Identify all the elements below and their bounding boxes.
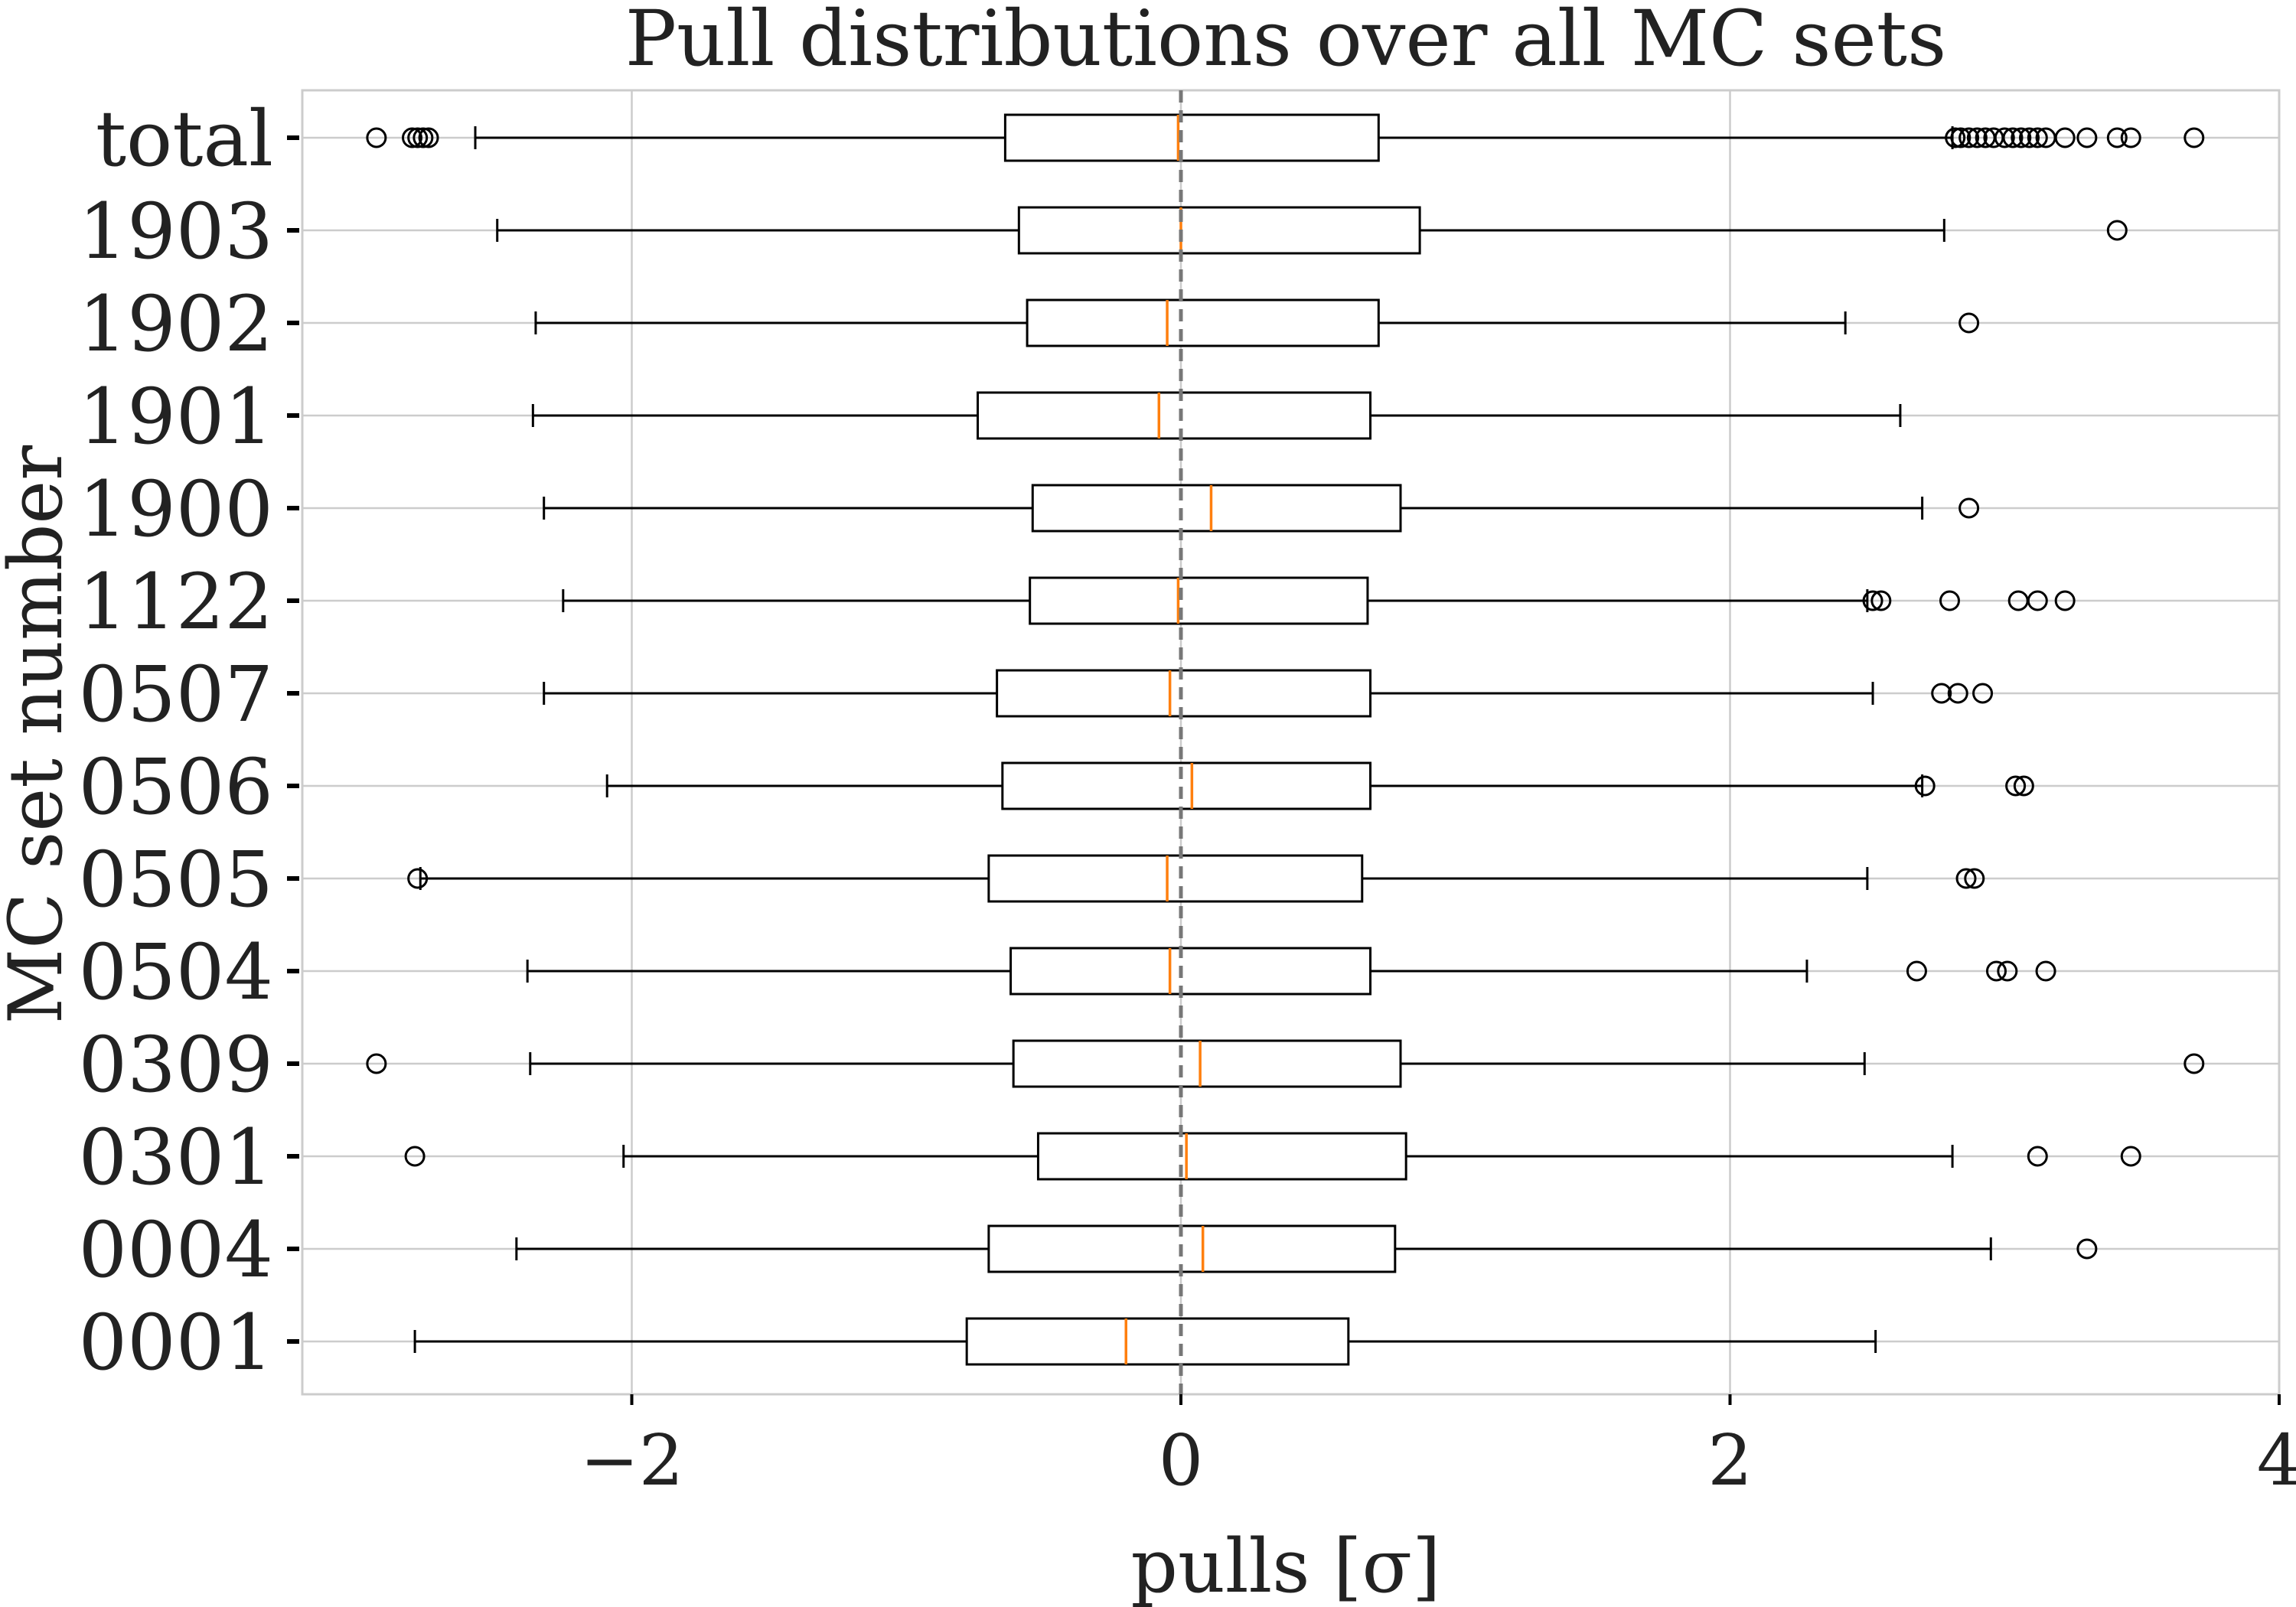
outlier-point bbox=[2027, 127, 2048, 148]
outlier-point bbox=[1958, 312, 1980, 334]
x-tick-label: 0 bbox=[1159, 1420, 1204, 1501]
outlier-point bbox=[366, 127, 387, 148]
plot-frame bbox=[301, 89, 2281, 1396]
box bbox=[1029, 576, 1369, 625]
outlier-point bbox=[2183, 127, 2205, 148]
outlier-point bbox=[2106, 127, 2128, 148]
outlier-point bbox=[1964, 868, 1985, 889]
y-tick-label: total bbox=[96, 94, 273, 184]
box bbox=[1009, 947, 1372, 996]
y-tick-label: 1902 bbox=[79, 279, 274, 369]
outlier-point bbox=[1994, 127, 2015, 148]
box bbox=[987, 1224, 1397, 1273]
box bbox=[1001, 761, 1372, 810]
x-tick-label: −2 bbox=[580, 1420, 684, 1501]
box bbox=[1017, 206, 1421, 255]
outlier-point bbox=[1955, 868, 1977, 889]
y-tick-label: 0309 bbox=[79, 1020, 274, 1110]
outlier-point bbox=[2076, 1238, 2098, 1260]
outlier-point bbox=[1972, 683, 1994, 704]
outlier-point bbox=[2027, 1146, 2048, 1167]
y-axis-label: MC set number bbox=[0, 445, 79, 1024]
outlier-point bbox=[2019, 127, 2040, 148]
box bbox=[1012, 1039, 1402, 1088]
chart-title: Pull distributions over all MC sets bbox=[625, 0, 1947, 83]
y-tick-label: 1122 bbox=[79, 557, 274, 647]
outlier-point bbox=[1945, 127, 1966, 148]
box bbox=[987, 854, 1364, 903]
y-tick-label: 0505 bbox=[79, 835, 274, 924]
outlier-point bbox=[1939, 590, 1960, 611]
outlier-point bbox=[2120, 1146, 2141, 1167]
y-tick-label: 0506 bbox=[79, 742, 274, 832]
outlier-point bbox=[1931, 683, 1952, 704]
outlier-point bbox=[404, 1146, 426, 1167]
outlier-point bbox=[2076, 127, 2098, 148]
y-tick-label: 0301 bbox=[79, 1113, 274, 1202]
outlier-point bbox=[402, 127, 422, 148]
y-tick-label: 1900 bbox=[79, 464, 274, 554]
box bbox=[1031, 484, 1402, 533]
outlier-point bbox=[413, 127, 434, 148]
outlier-point bbox=[418, 127, 439, 148]
outlier-point bbox=[2005, 775, 2027, 797]
outlier-point bbox=[1966, 127, 1988, 148]
outlier-point bbox=[1870, 590, 1892, 611]
outlier-point bbox=[407, 127, 429, 148]
outlier-point bbox=[1958, 497, 1980, 519]
outlier-point bbox=[2106, 220, 2128, 241]
outlier-point bbox=[2027, 590, 2048, 611]
box bbox=[965, 1317, 1350, 1366]
outlier-point bbox=[2035, 960, 2056, 982]
outlier-point bbox=[1906, 960, 1927, 982]
y-tick-label: 0001 bbox=[79, 1298, 274, 1387]
y-tick-label: 0507 bbox=[79, 650, 274, 739]
outlier-point bbox=[2054, 590, 2076, 611]
outlier-point bbox=[1997, 960, 2018, 982]
y-tick-label: 1903 bbox=[79, 187, 274, 276]
outlier-point bbox=[1985, 960, 2007, 982]
outlier-point bbox=[2013, 775, 2034, 797]
x-axis-label: pulls [σ] bbox=[1131, 1524, 1441, 1607]
outlier-point bbox=[2120, 127, 2141, 148]
outlier-point bbox=[2054, 127, 2076, 148]
x-tick-label: 2 bbox=[1707, 1420, 1753, 1501]
outlier-point bbox=[1914, 775, 1936, 797]
outlier-point bbox=[2002, 127, 2024, 148]
outlier-point bbox=[407, 868, 429, 889]
outlier-point bbox=[1958, 127, 1980, 148]
outlier-point bbox=[2183, 1053, 2205, 1074]
outlier-point bbox=[1950, 127, 1971, 148]
plot-area: −2 0 2 4total190319021901190011220507050605… bbox=[79, 89, 2296, 1501]
y-tick-label: 0504 bbox=[79, 927, 274, 1017]
outlier-point bbox=[1947, 683, 1968, 704]
box bbox=[1036, 1132, 1407, 1181]
outlier-point bbox=[2011, 127, 2032, 148]
box bbox=[1026, 298, 1380, 347]
outlier-point bbox=[1862, 590, 1883, 611]
y-tick-label: 0004 bbox=[79, 1205, 274, 1295]
box bbox=[977, 391, 1372, 440]
y-tick-label: 1901 bbox=[79, 372, 274, 461]
outlier-point bbox=[366, 1053, 387, 1074]
box bbox=[996, 669, 1372, 718]
x-tick-label: 4 bbox=[2257, 1420, 2296, 1501]
box bbox=[1003, 113, 1380, 162]
